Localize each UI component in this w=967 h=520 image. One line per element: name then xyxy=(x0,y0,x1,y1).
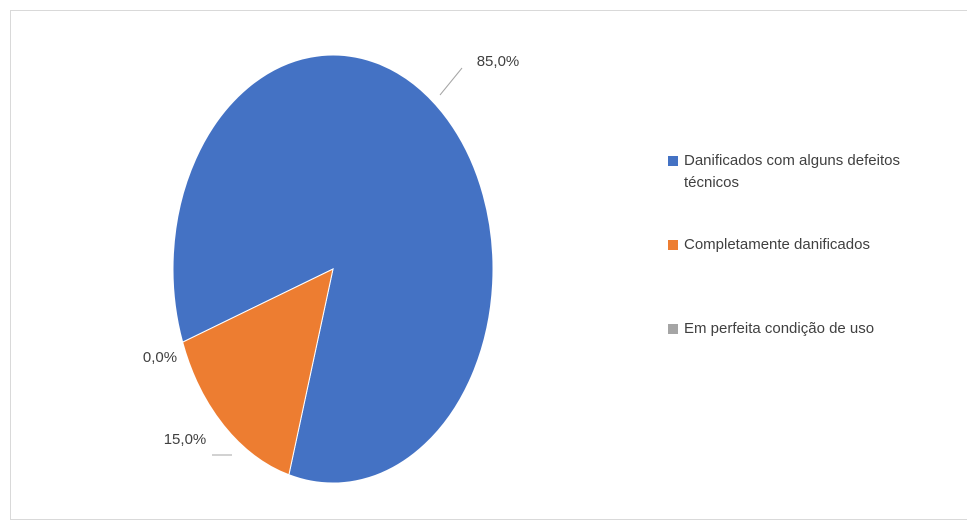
legend-label: Em perfeita condição de uso xyxy=(684,320,875,337)
legend-swatch xyxy=(668,240,678,250)
legend-label: Danificados com alguns defeitos técnicos xyxy=(684,152,900,191)
legend-label: Completamente danificados xyxy=(684,236,870,253)
legend-item: Completamente danificados xyxy=(668,234,954,256)
legend-swatch xyxy=(668,156,678,166)
leader-line xyxy=(439,67,463,96)
pie-slice xyxy=(182,268,334,476)
legend-item: Em perfeita condição de uso xyxy=(668,318,954,340)
legend-swatch xyxy=(668,324,678,334)
legend: Danificados com alguns defeitos técnicos… xyxy=(668,150,967,340)
data-label: 85,0% xyxy=(477,53,520,70)
legend-item: Danificados com alguns defeitos técnicos xyxy=(668,150,954,194)
data-label: 15,0% xyxy=(164,431,207,448)
pie-slice xyxy=(182,269,333,343)
data-label: 0,0% xyxy=(143,349,177,366)
